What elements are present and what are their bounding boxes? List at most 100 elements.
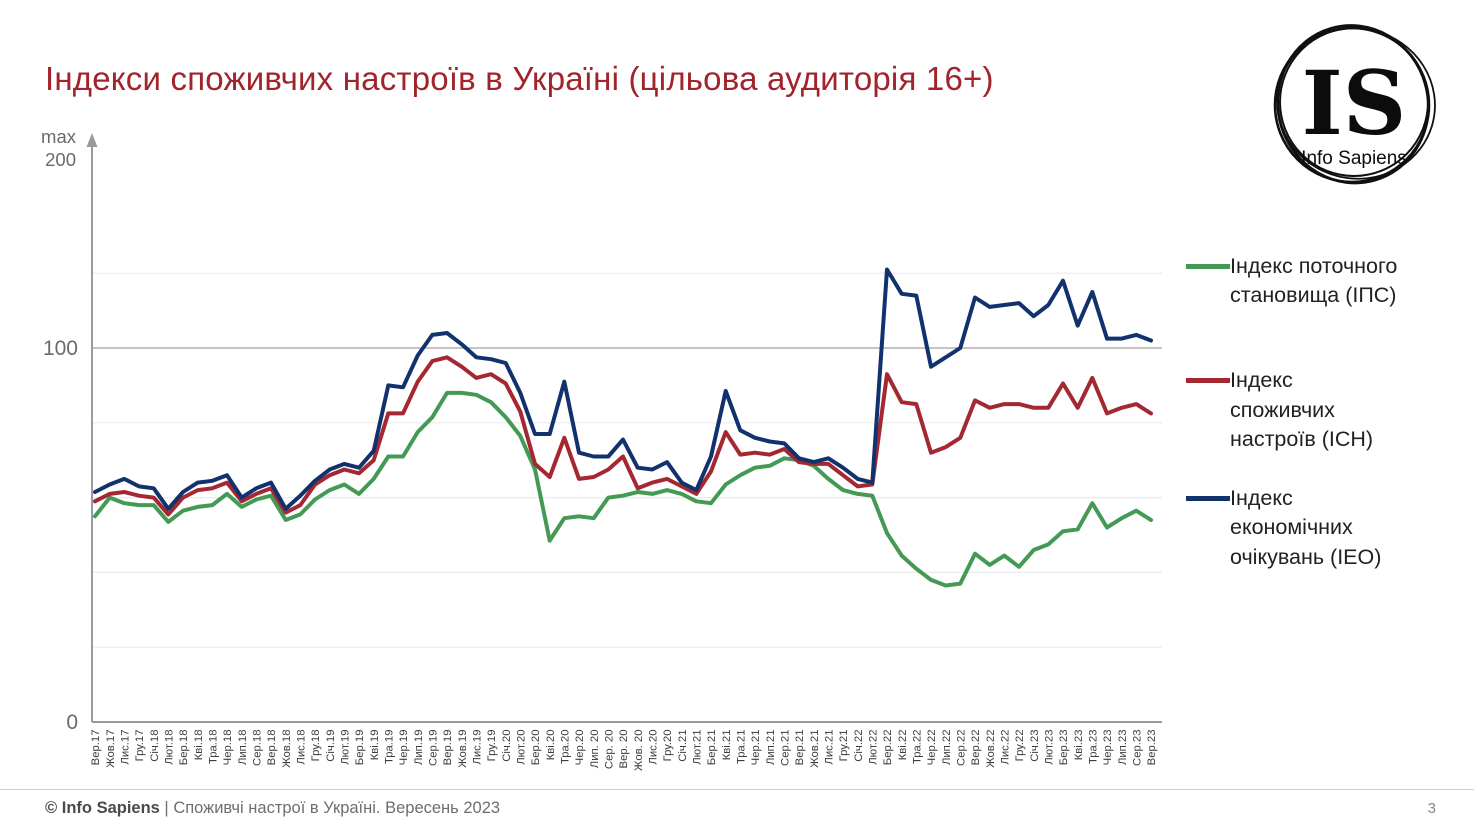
x-label-20: Тра.19 xyxy=(384,730,396,765)
footer: © Info Sapiens | Споживчі настрої в Укра… xyxy=(0,789,1474,832)
y-max-label: max xyxy=(41,126,77,147)
x-label-55: Кві.22 xyxy=(897,730,909,761)
x-label-33: Чер.20 xyxy=(574,730,586,766)
x-label-3: Гру.17 xyxy=(134,730,146,762)
footer-subtitle: Споживчі настрої в Україні. Вересень 202… xyxy=(173,799,501,817)
x-label-69: Чер.23 xyxy=(1102,730,1114,766)
x-label-30: Бер.20 xyxy=(530,730,542,766)
x-label-37: Жов. 20 xyxy=(633,730,645,771)
x-label-7: Кві.18 xyxy=(193,730,205,761)
legend-label-ieo: Індекс економічних очікувань (ІЕО) xyxy=(1230,486,1382,569)
legend-item-ich: Індекс споживчих настроїв (ІСН) xyxy=(1186,366,1471,454)
x-label-38: Лис.20 xyxy=(648,730,660,765)
x-label-61: Жов.22 xyxy=(985,730,997,768)
x-label-26: Лис.19 xyxy=(472,730,484,765)
x-label-53: Лют.22 xyxy=(868,730,880,765)
x-label-34: Лип. 20 xyxy=(589,730,601,769)
x-label-71: Сер.23 xyxy=(1132,730,1144,766)
x-label-54: Бер.22 xyxy=(882,730,894,766)
info-sapiens-logo: IS Info Sapiens xyxy=(1262,12,1446,196)
x-label-15: Гру.18 xyxy=(310,730,322,762)
x-label-64: Січ.23 xyxy=(1029,730,1041,762)
legend-label-ich: Індекс споживчих настроїв (ІСН) xyxy=(1230,368,1374,451)
x-label-72: Вер.23 xyxy=(1146,730,1158,766)
x-label-43: Кві.21 xyxy=(721,730,733,761)
logo-initials: IS xyxy=(1302,51,1407,155)
x-label-35: Сер. 20 xyxy=(604,730,616,770)
series-line-0 xyxy=(93,390,1153,588)
x-label-66: Бер.23 xyxy=(1058,730,1070,766)
page-title: Індекси споживчих настроїв в Україні (ці… xyxy=(45,60,994,97)
x-label-24: Вер.19 xyxy=(442,730,454,766)
x-label-21: Чер.19 xyxy=(398,730,410,766)
legend-label-ipc: Індекс поточного становища (ІПС) xyxy=(1230,254,1398,308)
x-label-29: Лют.20 xyxy=(516,730,528,765)
x-label-46: Лип.21 xyxy=(765,730,777,766)
legend-item-ieo: Індекс економічних очікувань (ІЕО) xyxy=(1186,484,1471,572)
x-label-19: Кві.19 xyxy=(369,730,381,761)
x-label-11: Сер.18 xyxy=(252,730,264,766)
y-0-label: 0 xyxy=(66,711,78,734)
x-label-47: Сер.21 xyxy=(780,730,792,766)
x-label-14: Лис.18 xyxy=(296,730,308,765)
x-label-52: Січ.22 xyxy=(853,730,865,762)
footer-text: © Info Sapiens | Споживчі настрої в Укра… xyxy=(45,799,500,818)
x-label-4: Січ.18 xyxy=(149,730,161,762)
x-label-57: Чер.22 xyxy=(926,730,938,766)
x-label-51: Гру.21 xyxy=(838,730,850,762)
footer-separator: | xyxy=(159,799,174,817)
x-label-25: Жов.19 xyxy=(457,730,469,768)
x-label-42: Бер.21 xyxy=(706,730,718,766)
x-label-48: Вер.21 xyxy=(794,730,806,766)
x-label-17: Лют.19 xyxy=(340,730,352,765)
y-200-label: 200 xyxy=(45,149,76,170)
x-label-58: Лип.22 xyxy=(941,730,953,766)
x-label-9: Чер.18 xyxy=(222,730,234,766)
x-label-28: Січ.20 xyxy=(501,730,513,762)
line-chart: max 200 100 0 Вер.17 Жов.17 Лис.17 Гру.17 Січ.18… xyxy=(41,126,1162,771)
x-label-56: Тра.22 xyxy=(912,730,924,765)
x-label-49: Жов.21 xyxy=(809,730,821,768)
x-label-40: Січ.21 xyxy=(677,730,689,762)
x-label-36: Вер. 20 xyxy=(618,730,630,769)
x-label-2: Лис.17 xyxy=(120,730,132,765)
x-label-18: Бер.19 xyxy=(354,730,366,766)
x-label-23: Сер.19 xyxy=(428,730,440,766)
logo-name: Info Sapiens xyxy=(1301,148,1407,169)
y-axis-arrow-icon xyxy=(86,133,98,147)
x-label-65: Лют.23 xyxy=(1044,730,1056,765)
y-100-label: 100 xyxy=(43,337,78,360)
x-label-70: Лип.23 xyxy=(1117,730,1129,766)
x-label-60: Вер.22 xyxy=(970,730,982,766)
logo-circle-icon: IS Info Sapiens xyxy=(1273,24,1436,185)
ipc-line-swatch-icon xyxy=(1186,264,1230,269)
footer-brand: © Info Sapiens xyxy=(45,799,160,817)
x-label-16: Січ.19 xyxy=(325,730,337,762)
x-label-62: Лис.22 xyxy=(1000,730,1012,765)
x-label-27: Гру.19 xyxy=(486,730,498,762)
x-label-39: Гру.20 xyxy=(662,730,674,762)
page-number: 3 xyxy=(1427,800,1436,817)
x-label-32: Тра.20 xyxy=(560,730,572,765)
series-line-1 xyxy=(93,355,1153,517)
x-label-50: Лис.21 xyxy=(824,730,836,765)
chart-legend: Індекс поточного становища (ІПС) Індекс … xyxy=(1186,252,1471,572)
x-label-12: Вер.18 xyxy=(266,730,278,766)
x-label-68: Тра.23 xyxy=(1088,730,1100,765)
legend-item-ipc: Індекс поточного становища (ІПС) xyxy=(1186,252,1471,310)
x-label-44: Тра.21 xyxy=(736,730,748,765)
x-label-41: Лют.21 xyxy=(692,730,704,765)
x-label-22: Лип.19 xyxy=(413,730,425,766)
x-label-5: Лют.18 xyxy=(164,730,176,765)
x-label-59: Сер.22 xyxy=(956,730,968,766)
x-label-0: Вер.17 xyxy=(90,730,102,766)
x-label-13: Жов.18 xyxy=(281,730,293,768)
x-label-6: Бер.18 xyxy=(178,730,190,766)
x-label-8: Тра.18 xyxy=(208,730,220,765)
ich-line-swatch-icon xyxy=(1186,378,1230,384)
series-line-2 xyxy=(93,267,1153,511)
x-label-31: Кві.20 xyxy=(545,730,557,761)
x-label-67: Кві.23 xyxy=(1073,730,1085,761)
ieo-line-swatch-icon xyxy=(1186,496,1230,502)
